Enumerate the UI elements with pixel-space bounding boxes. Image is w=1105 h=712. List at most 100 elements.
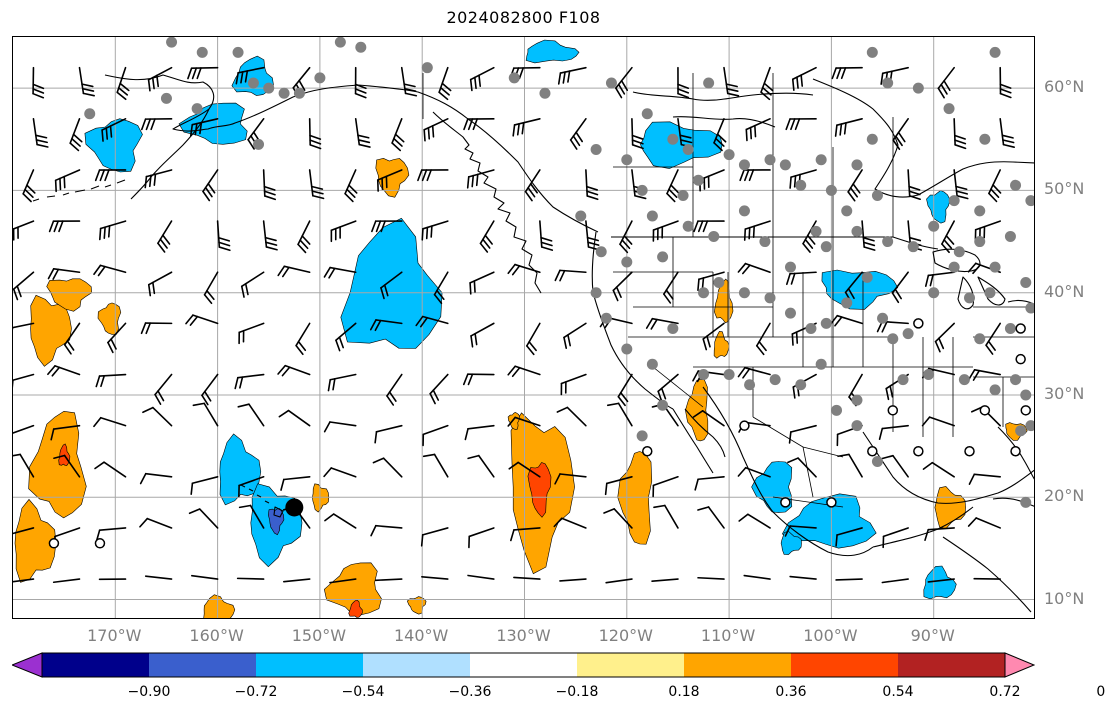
station-marker[interactable]	[1010, 374, 1022, 386]
station-marker[interactable]	[657, 399, 669, 411]
station-marker[interactable]	[738, 287, 750, 299]
station-marker[interactable]	[907, 241, 919, 253]
station-marker[interactable]	[682, 144, 694, 156]
station-marker[interactable]	[989, 261, 1001, 273]
station-marker[interactable]	[677, 190, 689, 202]
station-marker[interactable]	[682, 220, 694, 232]
station-marker[interactable]	[1020, 496, 1032, 508]
station-marker[interactable]	[708, 230, 720, 242]
station-marker[interactable]	[851, 225, 863, 237]
station-marker[interactable]	[421, 62, 433, 74]
station-marker[interactable]	[923, 369, 935, 381]
station-marker[interactable]	[605, 77, 617, 89]
station-marker[interactable]	[232, 46, 244, 58]
station-marker[interactable]	[698, 369, 710, 381]
station-marker[interactable]	[355, 41, 367, 53]
station-marker[interactable]	[953, 246, 965, 258]
station-marker[interactable]	[871, 455, 883, 467]
station-marker[interactable]	[334, 37, 346, 48]
station-marker[interactable]	[810, 225, 822, 237]
station-marker[interactable]	[1025, 420, 1035, 432]
station-marker[interactable]	[882, 77, 894, 89]
station-marker[interactable]	[912, 82, 924, 94]
station-marker[interactable]	[984, 287, 996, 299]
station-marker[interactable]	[841, 297, 853, 309]
station-marker[interactable]	[646, 358, 658, 370]
station-marker[interactable]	[595, 246, 607, 258]
station-marker[interactable]	[871, 190, 883, 202]
station-marker[interactable]	[590, 287, 602, 299]
station-marker[interactable]	[887, 333, 899, 345]
station-marker[interactable]	[575, 210, 587, 222]
station-marker[interactable]	[866, 46, 878, 58]
station-marker[interactable]	[278, 87, 290, 99]
station-marker[interactable]	[831, 404, 843, 416]
station-marker[interactable]	[636, 430, 648, 442]
station-marker[interactable]	[692, 174, 704, 186]
station-marker[interactable]	[1025, 195, 1035, 207]
station-marker[interactable]	[657, 251, 669, 263]
station-marker[interactable]	[989, 46, 1001, 58]
station-marker[interactable]	[851, 420, 863, 432]
station-marker[interactable]	[621, 343, 633, 355]
station-marker[interactable]	[1004, 323, 1016, 334]
station-marker[interactable]	[314, 72, 326, 84]
station-marker[interactable]	[815, 358, 827, 370]
station-marker[interactable]	[1015, 425, 1027, 437]
station-marker[interactable]	[805, 323, 817, 334]
station-marker[interactable]	[1004, 230, 1016, 242]
station-marker[interactable]	[882, 236, 894, 248]
station-marker[interactable]	[964, 292, 976, 304]
station-marker[interactable]	[815, 154, 827, 166]
station-marker[interactable]	[723, 369, 735, 381]
station-marker[interactable]	[636, 184, 648, 196]
station-marker[interactable]	[646, 210, 658, 222]
map-canvas[interactable]	[13, 37, 1035, 619]
station-marker[interactable]	[508, 72, 520, 84]
station-marker[interactable]	[621, 256, 633, 268]
station-marker[interactable]	[247, 77, 259, 89]
station-marker[interactable]	[861, 271, 873, 283]
station-marker[interactable]	[928, 220, 940, 232]
station-marker[interactable]	[764, 292, 776, 304]
station-marker[interactable]	[738, 205, 750, 217]
station-marker[interactable]	[764, 154, 776, 166]
station-marker[interactable]	[703, 77, 715, 89]
station-marker[interactable]	[539, 87, 551, 99]
station-marker[interactable]	[877, 312, 889, 324]
station-marker[interactable]	[713, 276, 725, 288]
station-marker[interactable]	[851, 394, 863, 406]
station-marker[interactable]	[698, 287, 710, 299]
station-marker[interactable]	[989, 384, 1001, 396]
station-marker[interactable]	[263, 82, 275, 94]
station-marker[interactable]	[820, 241, 832, 253]
station-marker[interactable]	[902, 328, 914, 340]
station-marker[interactable]	[784, 307, 796, 319]
station-marker[interactable]	[1025, 302, 1035, 314]
station-marker[interactable]	[820, 317, 832, 329]
station-marker[interactable]	[943, 103, 955, 115]
station-marker[interactable]	[600, 312, 612, 324]
station-marker[interactable]	[84, 108, 96, 120]
station-marker[interactable]	[948, 261, 960, 273]
station-marker[interactable]	[191, 103, 203, 115]
station-marker[interactable]	[795, 179, 807, 191]
station-marker[interactable]	[759, 236, 771, 248]
station-marker[interactable]	[744, 379, 756, 391]
station-marker[interactable]	[958, 374, 970, 386]
station-marker[interactable]	[293, 87, 305, 99]
station-marker[interactable]	[667, 323, 679, 334]
station-marker[interactable]	[784, 261, 796, 273]
station-marker[interactable]	[1020, 276, 1032, 288]
station-marker[interactable]	[974, 236, 986, 248]
station-marker[interactable]	[979, 133, 991, 145]
station-marker[interactable]	[866, 133, 878, 145]
storm-center-marker[interactable]	[285, 498, 304, 517]
station-marker[interactable]	[841, 205, 853, 217]
station-marker[interactable]	[667, 133, 679, 145]
map-panel[interactable]	[12, 36, 1035, 619]
station-marker[interactable]	[166, 37, 178, 48]
station-marker[interactable]	[779, 159, 791, 171]
station-marker[interactable]	[825, 184, 837, 196]
station-marker[interactable]	[851, 159, 863, 171]
